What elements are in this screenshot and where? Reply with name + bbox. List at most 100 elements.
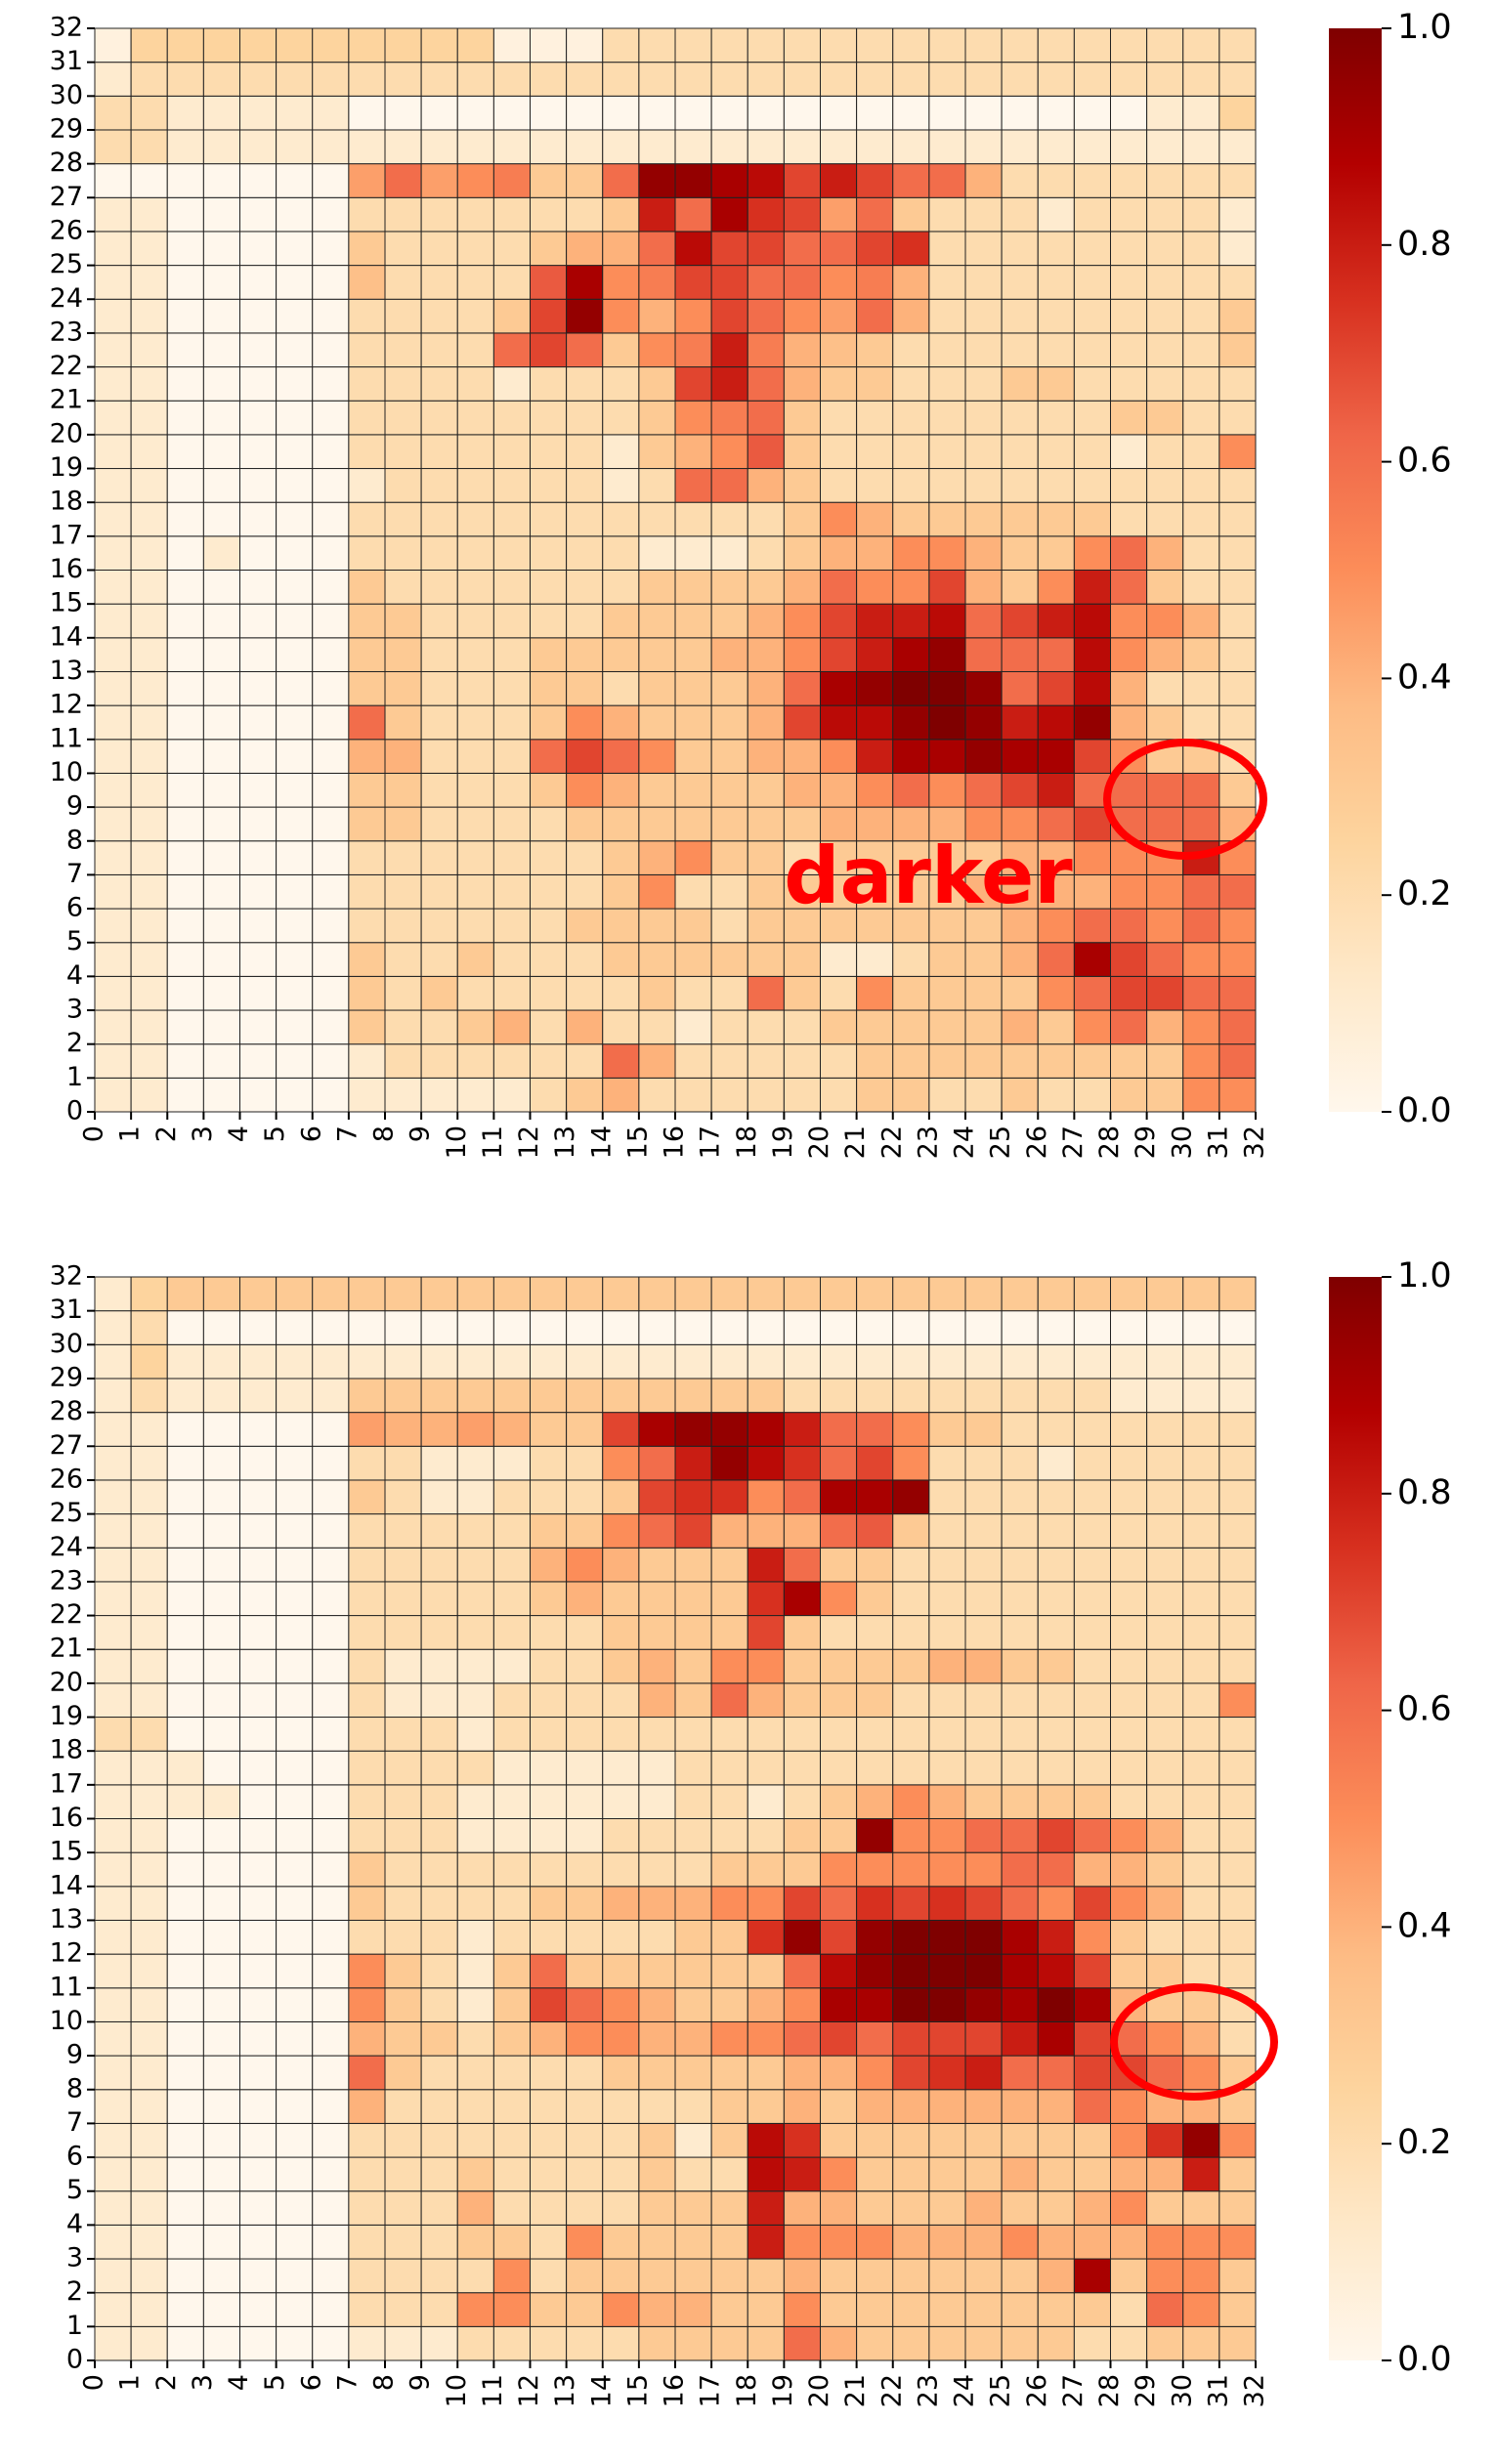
heatmap-cell (166, 1682, 204, 1719)
heatmap-cell (566, 1750, 604, 1786)
heatmap-cell (710, 975, 748, 1011)
heatmap-cell (94, 163, 132, 198)
x-tick-label: 10 (442, 1126, 472, 1159)
heatmap-cell (747, 570, 785, 605)
heatmap-cell (94, 1953, 132, 1989)
heatmap-cell (420, 163, 458, 198)
heatmap-cell (239, 1717, 278, 1752)
heatmap-cell (964, 670, 1003, 706)
heatmap-cell (602, 2122, 640, 2158)
heatmap-cell (384, 1343, 422, 1380)
heatmap-cell (638, 908, 676, 944)
heatmap-cell (1182, 1581, 1220, 1617)
heatmap-cell (239, 637, 278, 672)
heatmap-cell (202, 468, 240, 503)
heatmap-cell (747, 1513, 785, 1549)
heatmap-cell (94, 2224, 132, 2260)
heatmap-cell (856, 468, 894, 503)
heatmap-cell (566, 603, 604, 639)
heatmap-cell (566, 2258, 604, 2294)
heatmap-cell (492, 772, 531, 808)
heatmap-cell (420, 231, 458, 267)
heatmap-cell (456, 265, 494, 300)
heatmap-cell (94, 1919, 132, 1955)
heatmap-cell (710, 27, 748, 64)
heatmap-cell (820, 1851, 858, 1888)
heatmap-cell (964, 637, 1003, 672)
heatmap-cell (638, 2089, 676, 2124)
heatmap-cell (856, 2190, 894, 2226)
heatmap-cell (312, 1276, 350, 1312)
heatmap-cell (638, 1378, 676, 1414)
heatmap-cell (456, 95, 494, 131)
heatmap-cell (1218, 1818, 1257, 1853)
heatmap-cell (166, 2292, 204, 2327)
heatmap-cell (892, 1343, 930, 1380)
heatmap-cell (312, 298, 350, 334)
colorbar-tick-label: 0.6 (1397, 442, 1452, 481)
heatmap-cell (856, 1547, 894, 1583)
heatmap-cell (420, 2122, 458, 2158)
heatmap-cell (202, 2224, 240, 2260)
heatmap-cell (420, 2190, 458, 2226)
heatmap-cell (312, 1077, 350, 1113)
heatmap-cell (384, 1886, 422, 1921)
heatmap-cell (710, 62, 748, 97)
heatmap-cell (94, 1343, 132, 1380)
heatmap-cell (202, 62, 240, 97)
heatmap-cell (456, 2055, 494, 2091)
heatmap-cell (312, 535, 350, 571)
heatmap-cell (1001, 501, 1039, 537)
heatmap-cell (820, 27, 858, 64)
heatmap-cell (94, 1378, 132, 1414)
heatmap-cell (856, 1615, 894, 1650)
heatmap-cell (928, 1953, 966, 1989)
heatmap-cell (964, 772, 1003, 808)
heatmap-cell (674, 1343, 712, 1380)
heatmap-cell (166, 434, 204, 470)
heatmap-cell (348, 1412, 386, 1447)
heatmap-cell (1110, 400, 1148, 436)
heatmap-cell (348, 1009, 386, 1045)
heatmap-cell (420, 1615, 458, 1650)
heatmap-cell (1037, 2258, 1075, 2294)
heatmap-cell (1037, 332, 1075, 368)
heatmap-cell (530, 704, 568, 741)
heatmap-cell (1073, 1784, 1111, 1819)
x-tick-label: 17 (696, 2374, 726, 2407)
heatmap-cell (166, 670, 204, 706)
heatmap-cell (1146, 400, 1184, 436)
heatmap-cell (492, 739, 531, 774)
heatmap-cell (1073, 62, 1111, 97)
heatmap-cell (1110, 366, 1148, 402)
heatmap-cell (602, 1615, 640, 1650)
heatmap-cell (747, 1919, 785, 1955)
heatmap-cell (420, 1513, 458, 1549)
heatmap-cell (239, 942, 278, 977)
heatmap-cell (276, 468, 314, 503)
heatmap-cell (820, 265, 858, 300)
heatmap-cell (384, 873, 422, 910)
heatmap-cell (239, 1077, 278, 1113)
heatmap-cell (783, 1750, 821, 1786)
heatmap-cell (638, 1276, 676, 1312)
heatmap-cell (674, 1682, 712, 1719)
heatmap-cell (928, 1412, 966, 1447)
heatmap-cell (130, 163, 168, 198)
heatmap-cell (674, 2325, 712, 2361)
heatmap-cell (566, 704, 604, 741)
heatmap-cell (710, 1077, 748, 1113)
heatmap-cell (239, 196, 278, 233)
heatmap-cell (202, 1276, 240, 1312)
heatmap-cell (1073, 1077, 1111, 1113)
heatmap-cell (456, 2020, 494, 2057)
heatmap-cell (530, 1343, 568, 1380)
heatmap-cell (602, 1043, 640, 1079)
heatmap-cell (420, 1378, 458, 1414)
y-tick-label: 31 (50, 1295, 83, 1325)
heatmap-cell (928, 2122, 966, 2158)
heatmap-cell (602, 366, 640, 402)
heatmap-cell (1073, 1276, 1111, 1312)
heatmap-cell (1037, 1009, 1075, 1045)
heatmap-cell (566, 129, 604, 165)
